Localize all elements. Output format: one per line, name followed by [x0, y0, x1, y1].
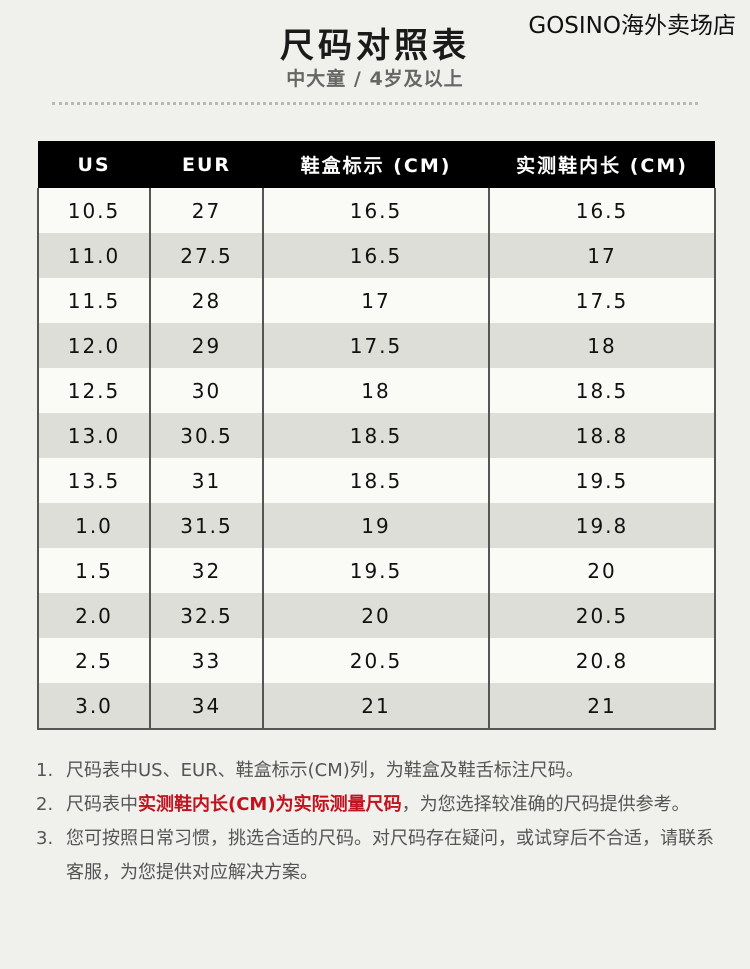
- table-row: 2.5 33 20.5 20.8: [37, 638, 716, 683]
- table-row: 12.0 29 17.5 18: [37, 323, 716, 368]
- table-row: 13.5 31 18.5 19.5: [37, 458, 716, 503]
- notes: 1. 尺码表中US、EUR、鞋盒标示(CM)列，为鞋盒及鞋舌标注尺码。 2. 尺…: [36, 754, 726, 890]
- table-row: 2.0 32.5 20 20.5: [37, 593, 716, 638]
- cell-measured-length: 20.5: [488, 593, 716, 638]
- cell-eur: 27.5: [149, 233, 264, 278]
- cell-box-label: 19: [262, 503, 490, 548]
- cell-measured-length: 21: [488, 683, 716, 730]
- cell-eur: 31.5: [149, 503, 264, 548]
- table-body: 10.5 27 16.5 16.5 11.0 27.5 16.5 17 11.5 28 17 17.5…: [37, 188, 716, 730]
- column-header-us: US: [38, 141, 150, 188]
- page-title: 尺码对照表: [280, 26, 470, 66]
- cell-box-label: 18.5: [262, 413, 490, 458]
- note-number: 3.: [36, 828, 54, 849]
- cell-measured-length: 19.5: [488, 458, 716, 503]
- cell-box-label: 20.5: [262, 638, 490, 683]
- cell-us: 11.5: [37, 278, 151, 323]
- table-row: 13.0 30.5 18.5 18.8: [37, 413, 716, 458]
- note-number: 1.: [36, 760, 54, 781]
- cell-box-label: 17: [262, 278, 490, 323]
- cell-us: 2.0: [37, 593, 151, 638]
- cell-measured-length: 16.5: [488, 188, 716, 233]
- header: 尺码对照表 中大童 / 4岁及以上 GOSINO海外卖场店: [0, 0, 750, 100]
- table-row: 12.5 30 18 18.5: [37, 368, 716, 413]
- cell-box-label: 18.5: [262, 458, 490, 503]
- note-text-post: ，为您选择较准确的尺码提供参考。: [401, 794, 690, 815]
- note-1: 1. 尺码表中US、EUR、鞋盒标示(CM)列，为鞋盒及鞋舌标注尺码。: [36, 754, 726, 788]
- cell-us: 13.5: [37, 458, 151, 503]
- table-row: 1.0 31.5 19 19.8: [37, 503, 716, 548]
- cell-box-label: 16.5: [262, 188, 490, 233]
- cell-measured-length: 20.8: [488, 638, 716, 683]
- cell-eur: 30: [149, 368, 264, 413]
- table-row: 3.0 34 21 21: [37, 683, 716, 730]
- table-row: 11.5 28 17 17.5: [37, 278, 716, 323]
- dotted-divider: [52, 102, 698, 105]
- cell-us: 10.5: [37, 188, 151, 233]
- table-row: 1.5 32 19.5 20: [37, 548, 716, 593]
- cell-box-label: 18: [262, 368, 490, 413]
- cell-eur: 33: [149, 638, 264, 683]
- cell-eur: 32: [149, 548, 264, 593]
- cell-us: 13.0: [37, 413, 151, 458]
- cell-box-label: 19.5: [262, 548, 490, 593]
- cell-measured-length: 17: [488, 233, 716, 278]
- cell-eur: 32.5: [149, 593, 264, 638]
- cell-box-label: 17.5: [262, 323, 490, 368]
- cell-us: 2.5: [37, 638, 151, 683]
- note-text: 尺码表中实测鞋内长(CM)为实际测量尺码，为您选择较准确的尺码提供参考。: [66, 788, 726, 822]
- table-header-row: US EUR 鞋盒标示 (CM) 实测鞋内长 (CM): [38, 141, 715, 188]
- note-highlight: 实测鞋内长(CM)为实际测量尺码: [138, 794, 402, 815]
- cell-measured-length: 18.8: [488, 413, 716, 458]
- note-number: 2.: [36, 794, 54, 815]
- cell-us: 1.0: [37, 503, 151, 548]
- note-text: 您可按照日常习惯，挑选合适的尺码。对尺码存在疑问，或试穿后不合适，请联系客服，为…: [66, 828, 714, 883]
- cell-us: 3.0: [37, 683, 151, 730]
- column-header-measured-length: 实测鞋内长 (CM): [489, 141, 715, 188]
- shop-watermark: GOSINO海外卖场店: [528, 13, 736, 39]
- size-chart-table: US EUR 鞋盒标示 (CM) 实测鞋内长 (CM) 10.5 27 16.5 16…: [37, 141, 716, 730]
- cell-eur: 31: [149, 458, 264, 503]
- note-2: 2. 尺码表中实测鞋内长(CM)为实际测量尺码，为您选择较准确的尺码提供参考。: [36, 788, 726, 822]
- cell-eur: 30.5: [149, 413, 264, 458]
- cell-us: 1.5: [37, 548, 151, 593]
- cell-eur: 28: [149, 278, 264, 323]
- cell-box-label: 16.5: [262, 233, 490, 278]
- note-text: 尺码表中US、EUR、鞋盒标示(CM)列，为鞋盒及鞋舌标注尺码。: [66, 760, 584, 781]
- cell-measured-length: 17.5: [488, 278, 716, 323]
- cell-measured-length: 18.5: [488, 368, 716, 413]
- cell-measured-length: 19.8: [488, 503, 716, 548]
- cell-us: 12.0: [37, 323, 151, 368]
- cell-eur: 27: [149, 188, 264, 233]
- table-row: 11.0 27.5 16.5 17: [37, 233, 716, 278]
- note-text-pre: 尺码表中: [66, 794, 138, 815]
- cell-us: 12.5: [37, 368, 151, 413]
- cell-eur: 29: [149, 323, 264, 368]
- cell-measured-length: 20: [488, 548, 716, 593]
- column-header-box-label: 鞋盒标示 (CM): [263, 141, 489, 188]
- cell-eur: 34: [149, 683, 264, 730]
- note-3: 3. 您可按照日常习惯，挑选合适的尺码。对尺码存在疑问，或试穿后不合适，请联系客…: [36, 822, 726, 890]
- cell-box-label: 21: [262, 683, 490, 730]
- column-header-eur: EUR: [150, 141, 263, 188]
- cell-measured-length: 18: [488, 323, 716, 368]
- page-subtitle: 中大童 / 4岁及以上: [286, 68, 464, 90]
- cell-us: 11.0: [37, 233, 151, 278]
- cell-box-label: 20: [262, 593, 490, 638]
- table-row: 10.5 27 16.5 16.5: [37, 188, 716, 233]
